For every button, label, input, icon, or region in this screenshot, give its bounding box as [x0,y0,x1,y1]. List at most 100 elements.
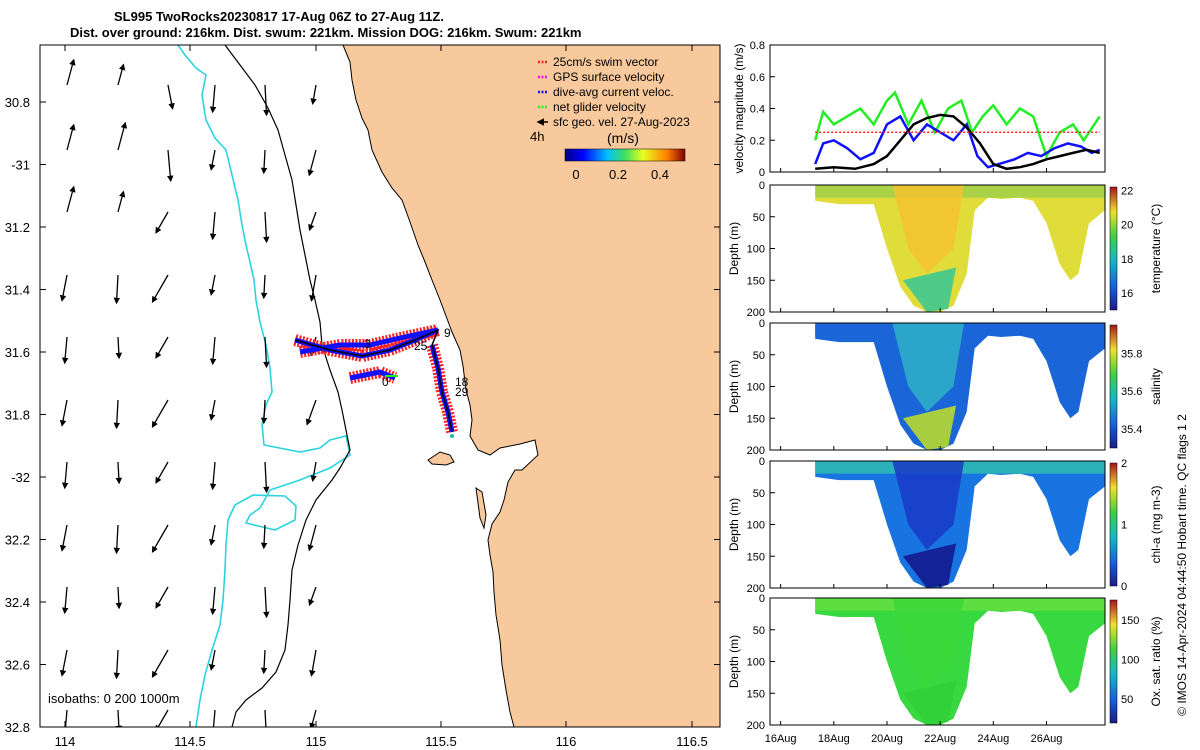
velocity-arrow [64,709,68,727]
velocity-y-label: velocity magnitude (m/s) [732,43,746,173]
depth-tick-label: 100 [747,382,765,394]
velocity-arrow [208,149,216,171]
velocity-arrow [113,399,121,430]
track-label: 0 [382,375,389,389]
velocity-arrow [115,336,123,360]
map-x-axis: 114 114.5 115 115.5 116 116.5 [55,45,708,749]
velocity-series-line [815,113,1100,171]
legend-label: dive-avg current veloc. [553,85,674,99]
section-panel: 0 50 100 150 200 Depth (m) 0 1 2 chl-a (mg m-3) [727,456,1163,595]
depth-tick-label: 150 [747,413,765,425]
velocity-arrow [310,461,317,482]
velocity-arrow [167,84,175,110]
glider-track [293,324,458,438]
map-y-tick-label: 30.8 [5,95,30,110]
map-y-tick-label: 32.8 [5,720,30,735]
track-label: 18 [455,375,469,389]
map-panel: 3 25 9 18 29 0 114 114.5 115 115.5 116 116.5 … [5,44,721,749]
velocity-arrow [59,524,68,552]
velocity-arrow [117,190,126,213]
velocity-arrow [113,524,121,555]
map-x-tick-label: 114.5 [174,734,206,749]
map-y-tick-label: 31.4 [5,283,30,298]
velocity-arrow [155,336,169,359]
velocity-y-tick-label: 0.4 [750,104,765,116]
depth-tick-label: 50 [753,212,765,224]
colorbar-tick: 0.4 [651,167,669,182]
velocity-arrow [66,185,76,213]
velocity-arrow [61,336,69,365]
depth-axis-label: Depth (m) [727,498,741,551]
surface-velocity-field [59,58,317,727]
scale-time-label: 4h [530,129,544,144]
depth-tick-label: 50 [753,350,765,362]
colorbar-tick-label: 20 [1121,220,1133,232]
map-y-axis: 30.8-3131.231.431.631.8-3232.232.432.632… [5,95,720,735]
rottnest-island [427,451,455,466]
colorbar-label: salinity [1149,368,1163,405]
section-panel: 0 50 100 150 200 Depth (m) 35.4 35.6 35.8 salinit… [727,318,1163,457]
colorbar-tick-label: 50 [1121,694,1133,706]
map-x-tick-label: 114 [55,734,76,749]
section-panel: 0 50 100 150 200 Depth (m) 50 100 150 Ox. sat. ra… [727,593,1163,732]
velocity-arrow [155,211,169,234]
map-y-tick-label: 32.4 [5,595,30,610]
section-core-feature [892,461,965,550]
velocity-panel: 0 0.2 0.4 0.6 0.8 velocity magnitude (m/s) [732,40,1106,179]
section-panel: 0 50 100 150 200 Depth (m) 16 18 20 22 temperature… [727,180,1163,319]
depth-tick-label: 150 [747,688,765,700]
time-tick-label: 22Aug [924,733,956,745]
isobath-1000 [224,45,351,727]
isobath-label: isobaths: 0 200 1000m [48,691,180,706]
colorbar-tick-label: 35.4 [1121,424,1142,436]
velocity-arrow [260,149,268,175]
depth-tick-label: 150 [747,275,765,287]
depth-tick-label: 200 [747,583,765,595]
land-area [342,45,720,727]
section-colorbar [1109,186,1118,311]
plot-title-line2: Dist. over ground: 216km. Dist. swum: 22… [70,25,582,40]
velocity-arrow [309,274,317,302]
depth-tick-label: 200 [747,307,765,319]
velocity-arrow [209,84,217,114]
velocity-arrow [117,63,126,86]
time-tick-label: 24Aug [977,733,1009,745]
colorbar-tick: 0 [572,167,579,182]
depth-axis-label: Depth (m) [727,360,741,413]
depth-tick-label: 200 [747,445,765,457]
velocity-arrow [310,84,317,105]
time-axis: 16Aug 18Aug 20Aug 22Aug 24Aug 26Aug [765,733,1063,745]
imos-credit-text: © IMOS 14-Apr-2024 04:44:50 Hobart time.… [1175,414,1189,716]
isobath-200 [177,45,351,727]
velocity-arrow [260,399,268,425]
velocity-arrow [263,211,270,244]
velocity-arrow [59,649,68,677]
time-tick-label: 20Aug [871,733,903,745]
map-y-tick-label: 31.8 [5,408,30,423]
velocity-arrow [209,586,217,616]
colorbar-title: (m/s) [607,130,639,146]
map-y-tick-label: -32 [11,470,30,485]
velocity-y-tick-label: 0.2 [750,135,765,147]
section-deep-feature [902,543,957,588]
colorbar-tick: 0.2 [609,167,627,182]
track-label: 3 [364,337,371,351]
velocity-arrow [66,123,76,151]
depth-tick-label: 200 [747,720,765,732]
velocity-arrow [151,399,169,428]
depth-tick-label: 100 [747,657,765,669]
colorbar-tick-label: 2 [1121,458,1127,470]
colorbar-tick-label: 35.6 [1121,386,1142,398]
velocity-arrow [208,399,216,421]
section-deep-feature [902,405,957,450]
depth-tick-label: 100 [747,520,765,532]
map-y-tick-label: 31.6 [5,345,30,360]
velocity-arrow [209,336,217,366]
section-deep-feature [902,680,957,725]
velocity-arrow [155,461,169,484]
velocity-arrow [309,649,317,677]
velocity-arrow [260,649,268,675]
velocity-arrow [308,211,317,232]
